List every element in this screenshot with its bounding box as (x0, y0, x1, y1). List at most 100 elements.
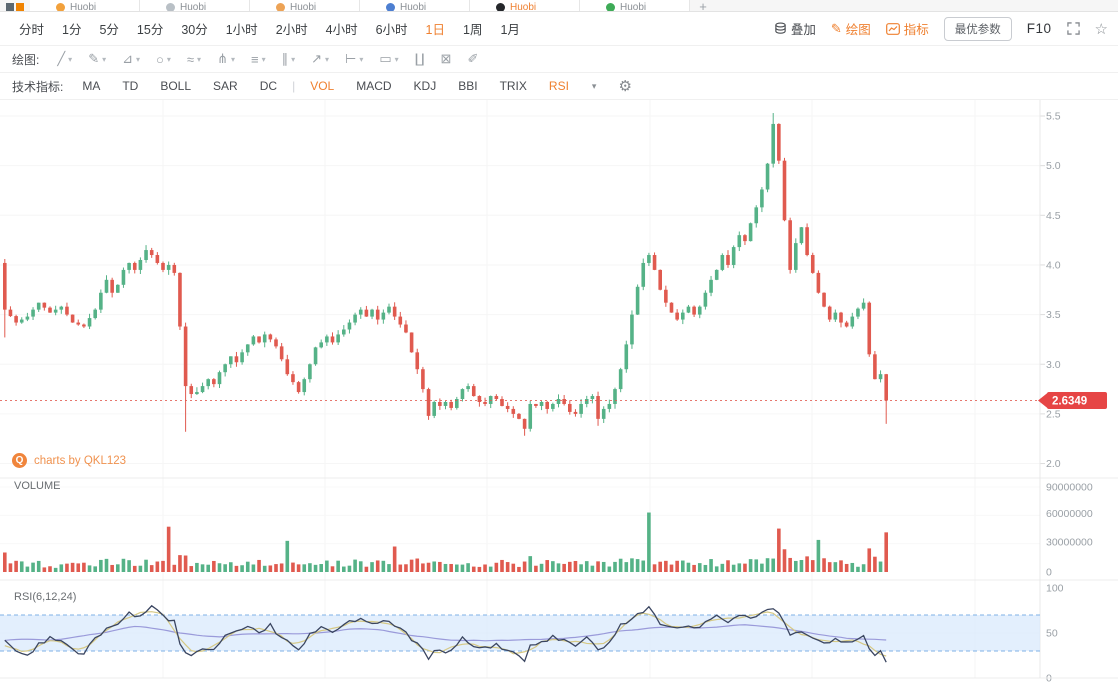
interval-1分[interactable]: 1分 (62, 23, 82, 37)
fullscreen-icon[interactable] (1066, 22, 1080, 35)
measure-icon: ⊢ (345, 51, 357, 66)
interval-toolbar: 分时 1分 5分 15分 30分 1小时 2小时 4小时 6小时 1日 1周 1月 叠加 ✎ 绘图 (0, 12, 1118, 46)
coin-black-icon (496, 2, 505, 11)
settings-gear-icon[interactable]: ⚙ (618, 78, 632, 95)
dropdown-caret-icon[interactable]: ▾ (261, 54, 266, 64)
svg-text:4.0: 4.0 (1046, 259, 1061, 271)
interval-30分[interactable]: 30分 (181, 23, 208, 37)
indicator-label: 指标 (903, 23, 929, 37)
indicator-boll[interactable]: BOLL (160, 79, 192, 93)
indicator-sar[interactable]: SAR (213, 79, 238, 93)
draw-button[interactable]: ✎ 绘图 (831, 19, 871, 38)
svg-text:90000000: 90000000 (1046, 482, 1093, 494)
tool-arrow[interactable]: ↗ ▾ (303, 51, 337, 67)
trend-line-icon: ╱ (57, 51, 66, 66)
interval-1日[interactable]: 1日 (425, 23, 445, 37)
dropdown-caret-icon[interactable]: ▾ (394, 54, 399, 64)
overlay-button[interactable]: 叠加 (774, 19, 816, 38)
tool-trend-line[interactable]: ╱ ▾ (49, 51, 80, 67)
layers-icon (775, 22, 786, 34)
dropdown-caret-icon[interactable]: ▾ (136, 54, 141, 64)
drawing-tools: ╱ ▾ ✎ ▾ ⊿ ▾ ○ ▾ ≈ ▾ ⋔ ▾ ≡ ▾ ∥ ▾ ↗ ▾ ⊢ ▾ ▭ ▾ ∐ ⊠ ✐ (49, 51, 486, 67)
chart-canvas[interactable]: 5.5 5.0 4.5 4.0 3.5 3.0 2.5 2.0 90000000 60000000… (0, 100, 1118, 685)
tool-vertical-line[interactable]: ∥ ▾ (274, 51, 304, 67)
svg-text:30000000: 30000000 (1046, 537, 1093, 549)
tab-huobi-1[interactable]: Huobi (30, 0, 140, 11)
intervals: 分时 1分 5分 15分 30分 1小时 2小时 4小时 6小时 1日 1周 1月 (10, 19, 529, 38)
dropdown-caret-icon[interactable]: ▾ (359, 54, 364, 64)
dropdown-caret-icon[interactable]: ▾ (197, 54, 202, 64)
tool-pitchfork[interactable]: ⋔ ▾ (209, 51, 243, 67)
tool-delete[interactable]: ⊠ (433, 51, 460, 67)
tool-wave[interactable]: ≈ ▾ (179, 51, 209, 67)
tab-huobi-6[interactable]: Huobi (580, 0, 690, 11)
dropdown-caret-icon[interactable]: ▾ (68, 54, 73, 64)
coin-blue-icon (386, 2, 395, 11)
dropdown-caret-icon[interactable]: ▾ (325, 54, 330, 64)
vertical-line-icon: ∥ (281, 51, 289, 66)
interval-1月[interactable]: 1月 (500, 23, 520, 37)
indicator-vol[interactable]: VOL (310, 79, 335, 93)
chart-area: 5.5 5.0 4.5 4.0 3.5 3.0 2.5 2.0 90000000 60000000… (0, 100, 1118, 685)
interval-4小时[interactable]: 4小时 (325, 23, 358, 37)
coin-gray-icon (166, 2, 175, 11)
indicator-bbi[interactable]: BBI (458, 79, 478, 93)
tool-eraser[interactable]: ✐ (459, 51, 486, 67)
dropdown-caret-icon[interactable]: ▾ (166, 54, 171, 64)
indicator-td[interactable]: TD (122, 79, 139, 93)
last-price-tag: 2.6349 (1038, 392, 1107, 410)
indicator-trix[interactable]: TRIX (499, 79, 527, 93)
pencil-icon: ✎ (830, 20, 842, 36)
dropdown-caret-icon[interactable]: ▾ (102, 54, 107, 64)
svg-text:3.0: 3.0 (1046, 359, 1061, 371)
best-params-button[interactable]: 最优参数 (943, 16, 1012, 41)
interval-15分[interactable]: 15分 (136, 23, 164, 37)
svg-text:100: 100 (1046, 583, 1064, 595)
interval-2小时[interactable]: 2小时 (275, 23, 308, 37)
tool-text-note[interactable]: ≡ ▾ (243, 51, 274, 67)
indicator-rsi[interactable]: RSI (548, 79, 569, 93)
tabs-host: Huobi Huobi Huobi Huobi Huobi Huobi (30, 0, 690, 11)
dropdown-caret-icon[interactable]: ▾ (291, 54, 296, 64)
tab-label: Huobi (510, 1, 537, 12)
tool-indicator-window[interactable]: ∐ (407, 51, 433, 67)
tab-label: Huobi (180, 1, 207, 12)
tool-ellipse[interactable]: ○ ▾ (148, 51, 179, 67)
indicator-button[interactable]: 指标 (885, 19, 929, 38)
dropdown-caret-icon[interactable]: ▾ (230, 54, 235, 64)
add-tab-button[interactable]: + (699, 0, 707, 12)
svg-text:2.5: 2.5 (1046, 408, 1061, 420)
indicator-dropdown-caret[interactable]: ▾ (591, 80, 597, 91)
interval-6小时[interactable]: 6小时 (375, 23, 408, 37)
interval-分时[interactable]: 分时 (19, 23, 45, 37)
tool-callout[interactable]: ▭ ▾ (371, 51, 406, 67)
coin-amber-icon (276, 2, 285, 11)
apps-grid-icon[interactable] (0, 0, 30, 11)
interval-1周[interactable]: 1周 (463, 23, 483, 37)
tab-huobi-2[interactable]: Huobi (140, 0, 250, 11)
text-note-icon: ≡ (250, 51, 259, 67)
indicator-macd[interactable]: MACD (356, 79, 392, 93)
draw-label: 绘图 (845, 23, 871, 37)
tool-polyline[interactable]: ⊿ ▾ (114, 51, 148, 67)
indicator-ma[interactable]: MA (82, 79, 101, 93)
interval-1小时[interactable]: 1小时 (225, 23, 258, 37)
tab-label: Huobi (70, 1, 97, 12)
tab-huobi-3[interactable]: Huobi (250, 0, 360, 11)
svg-text:5.5: 5.5 (1046, 111, 1061, 123)
indicator-dc[interactable]: DC (259, 79, 278, 93)
tab-label: Huobi (400, 1, 427, 12)
tab-huobi-4[interactable]: Huobi (360, 0, 470, 11)
favorite-star-icon[interactable]: ☆ (1094, 20, 1108, 38)
tool-brush[interactable]: ✎ ▾ (80, 51, 114, 67)
f10-button[interactable]: F10 (1026, 21, 1052, 36)
tool-measure[interactable]: ⊢ ▾ (337, 51, 371, 67)
coin-orange-icon (56, 2, 65, 11)
interval-5分[interactable]: 5分 (99, 23, 119, 37)
svg-text:60000000: 60000000 (1046, 508, 1093, 520)
indicator-window-icon: ∐ (414, 51, 425, 66)
indicator-bar-label: 技术指标: (12, 79, 64, 94)
indicator-kdj[interactable]: KDJ (413, 79, 437, 93)
tab-huobi-5[interactable]: Huobi (470, 0, 580, 11)
arrow-icon: ↗ (311, 51, 323, 66)
